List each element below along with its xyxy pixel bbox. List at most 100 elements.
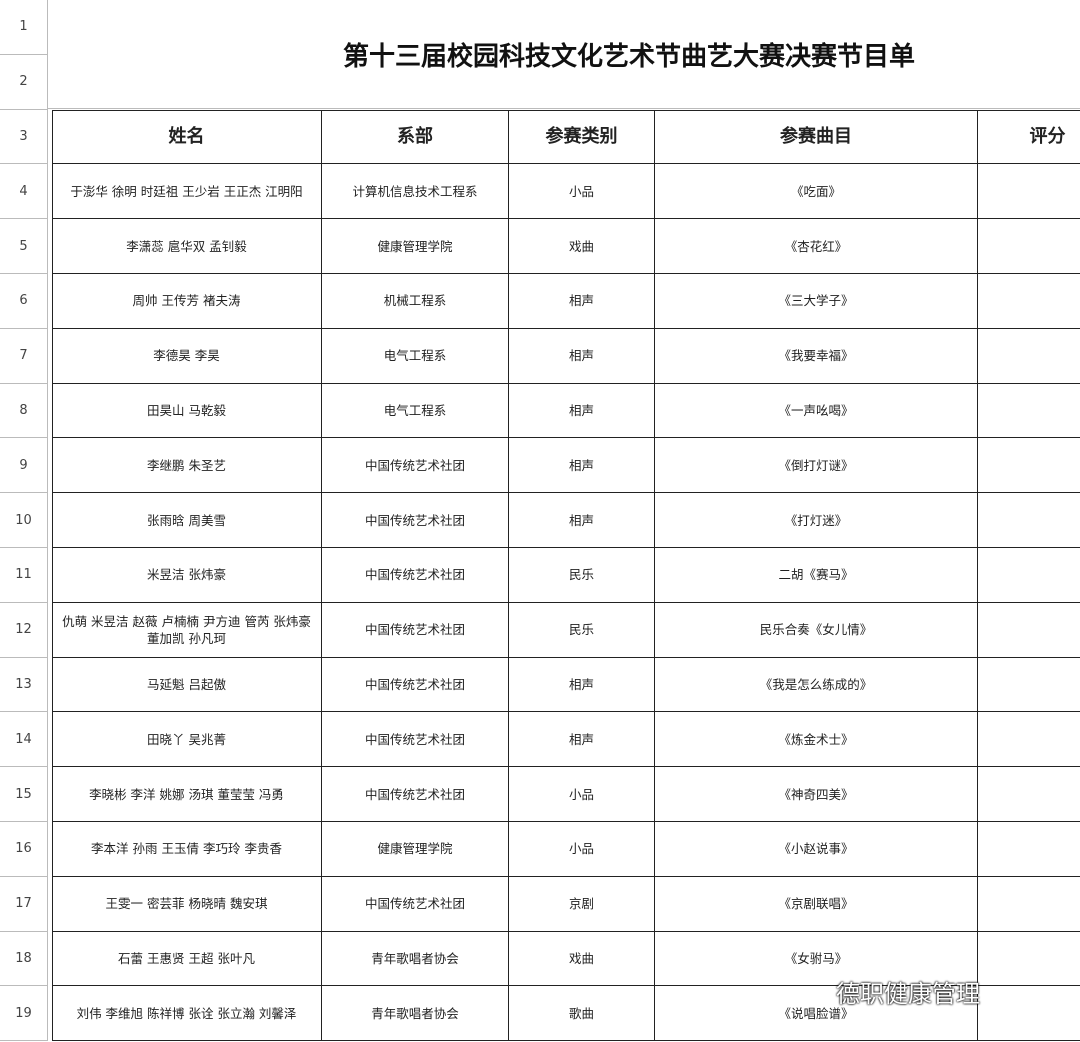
department-cell: 机械工程系 — [322, 274, 509, 329]
category-cell: 小品 — [509, 767, 655, 822]
score-cell — [978, 877, 1080, 932]
department-cell: 电气工程系 — [322, 328, 509, 384]
score-cell — [978, 329, 1080, 384]
program-cell: 二胡《赛马》 — [655, 548, 978, 603]
name-cell: 李晓彬 李洋 姚娜 汤琪 董莹莹 冯勇 — [52, 767, 322, 822]
score-cell — [978, 164, 1080, 220]
category-cell: 相声 — [509, 657, 655, 713]
category-cell: 京剧 — [509, 876, 655, 932]
department-cell: 电气工程系 — [322, 383, 509, 439]
name-cell: 仇萌 米昱洁 赵薇 卢楠楠 尹方迪 管芮 张炜豪 董加凯 孙凡珂 — [52, 602, 322, 658]
department-cell: 中国传统艺术社团 — [322, 767, 509, 822]
score-cell — [978, 658, 1080, 713]
row-number: 10 — [0, 493, 48, 548]
category-cell: 小品 — [509, 822, 655, 877]
watermark: 德职健康管理 — [836, 980, 980, 1008]
program-cell: 《倒打灯谜》 — [655, 438, 978, 494]
category-cell: 相声 — [509, 328, 655, 384]
score-cell — [978, 493, 1080, 548]
name-cell: 李潇蕊 扈华双 孟钊毅 — [52, 219, 322, 274]
program-cell: 《女驸马》 — [655, 931, 978, 987]
row-number: 12 — [0, 602, 48, 658]
row-number: 19 — [0, 986, 48, 1042]
row-number: 16 — [0, 822, 48, 877]
category-cell: 民乐 — [509, 548, 655, 603]
category-cell: 民乐 — [509, 602, 655, 658]
department-cell: 青年歌唱者协会 — [322, 931, 509, 987]
row-number: 3 — [0, 109, 48, 165]
row-number: 1 — [0, 0, 48, 55]
category-cell: 相声 — [509, 274, 655, 329]
score-cell — [978, 712, 1080, 768]
row-number: 4 — [0, 164, 48, 220]
header-cell: 评分 — [978, 110, 1080, 165]
table-border — [52, 109, 1080, 1042]
department-cell: 青年歌唱者协会 — [322, 986, 509, 1042]
department-cell: 健康管理学院 — [322, 822, 509, 877]
program-cell: 《我是怎么练成的》 — [655, 657, 978, 713]
header-cell: 姓名 — [52, 109, 322, 165]
row-number: 17 — [0, 876, 48, 932]
program-cell: 《三大学子》 — [655, 274, 978, 329]
score-cell — [978, 932, 1080, 987]
category-cell: 戏曲 — [509, 931, 655, 987]
program-cell: 《神奇四美》 — [655, 767, 978, 822]
program-cell: 《一声吆喝》 — [655, 383, 978, 439]
row-number: 11 — [0, 548, 48, 603]
program-cell: 《京剧联唱》 — [655, 876, 978, 932]
row-number: 18 — [0, 931, 48, 987]
department-cell: 中国传统艺术社团 — [322, 876, 509, 932]
score-cell — [978, 548, 1080, 603]
score-cell — [978, 384, 1080, 439]
header-cell: 系部 — [322, 109, 509, 165]
department-cell: 中国传统艺术社团 — [322, 657, 509, 713]
score-cell — [978, 767, 1080, 822]
row-number: 6 — [0, 274, 48, 329]
department-cell: 健康管理学院 — [322, 219, 509, 274]
category-cell: 相声 — [509, 383, 655, 439]
score-cell — [978, 219, 1080, 274]
name-cell: 张雨晗 周美雪 — [52, 493, 322, 548]
header-cell: 参赛类别 — [509, 109, 655, 165]
name-cell: 于澎华 徐明 时廷祖 王少岩 王正杰 江明阳 — [52, 164, 322, 220]
department-cell: 计算机信息技术工程系 — [322, 164, 509, 220]
program-cell: 《说唱脸谱》 — [655, 986, 978, 1042]
row-number: 7 — [0, 328, 48, 384]
name-cell: 刘伟 李维旭 陈祥博 张诠 张立瀚 刘馨泽 — [52, 986, 322, 1042]
row-number: 9 — [0, 438, 48, 494]
category-cell: 相声 — [509, 712, 655, 768]
program-cell: 《吃面》 — [655, 164, 978, 220]
row-number: 15 — [0, 767, 48, 822]
row-number: 14 — [0, 712, 48, 768]
sheet-title: 第十三届校园科技文化艺术节曲艺大赛决赛节目单 — [48, 0, 1080, 109]
name-cell: 周帅 王传芳 褚夫涛 — [52, 274, 322, 329]
program-cell: 《杏花红》 — [655, 219, 978, 274]
row-number: 8 — [0, 383, 48, 439]
category-cell: 小品 — [509, 164, 655, 220]
department-cell: 中国传统艺术社团 — [322, 493, 509, 548]
program-cell: 《我要幸福》 — [655, 328, 978, 384]
program-cell: 《小赵说事》 — [655, 822, 978, 877]
name-cell: 马延魁 吕起傲 — [52, 657, 322, 713]
name-cell: 米昱洁 张炜豪 — [52, 548, 322, 603]
name-cell: 石蕾 王惠贤 王超 张叶凡 — [52, 931, 322, 987]
name-cell: 田昊山 马乾毅 — [52, 383, 322, 439]
score-cell — [978, 822, 1080, 877]
category-cell: 相声 — [509, 493, 655, 548]
program-cell: 《打灯迷》 — [655, 493, 978, 548]
department-cell: 中国传统艺术社团 — [322, 712, 509, 768]
department-cell: 中国传统艺术社团 — [322, 438, 509, 494]
department-cell: 中国传统艺术社团 — [322, 548, 509, 603]
score-cell — [978, 438, 1080, 494]
name-cell: 王雯一 密芸菲 杨晓晴 魏安琪 — [52, 876, 322, 932]
department-cell: 中国传统艺术社团 — [322, 602, 509, 658]
row-number: 13 — [0, 657, 48, 713]
name-cell: 李本洋 孙雨 王玉倩 李巧玲 李贵香 — [52, 822, 322, 877]
name-cell: 李德昊 李昊 — [52, 328, 322, 384]
name-cell: 田晓丫 吴兆菁 — [52, 712, 322, 768]
score-cell — [978, 603, 1080, 658]
score-cell — [978, 274, 1080, 329]
program-cell: 民乐合奏《女儿情》 — [655, 602, 978, 658]
score-cell — [978, 986, 1080, 1042]
